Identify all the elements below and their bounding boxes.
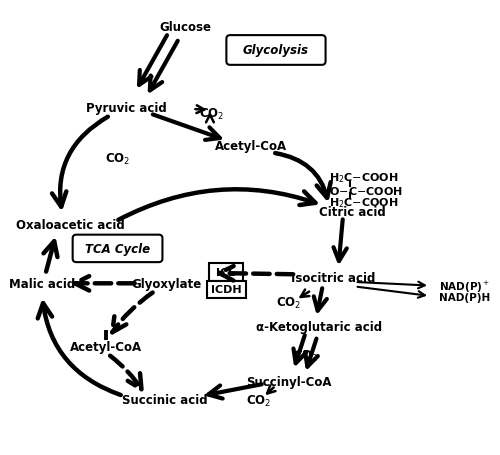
Text: Acetyl-CoA: Acetyl-CoA xyxy=(215,140,288,153)
Text: TCA Cycle: TCA Cycle xyxy=(85,242,150,255)
Text: Glucose: Glucose xyxy=(160,21,212,34)
Text: Oxaloacetic acid: Oxaloacetic acid xyxy=(16,219,124,232)
Text: α-Ketoglutaric acid: α-Ketoglutaric acid xyxy=(256,321,382,334)
Text: NAD(P)H: NAD(P)H xyxy=(440,292,490,302)
Text: Succinic acid: Succinic acid xyxy=(122,393,207,406)
Text: Succinyl-CoA: Succinyl-CoA xyxy=(246,375,332,388)
Text: CO$_2$: CO$_2$ xyxy=(246,393,271,408)
Text: Malic acid: Malic acid xyxy=(9,277,75,290)
Text: Glyoxylate: Glyoxylate xyxy=(132,277,202,290)
Text: H$_2$C$-$COOH: H$_2$C$-$COOH xyxy=(330,171,399,185)
FancyBboxPatch shape xyxy=(206,281,246,298)
Text: Isocitric acid: Isocitric acid xyxy=(292,271,376,284)
FancyBboxPatch shape xyxy=(226,36,326,66)
Text: Citric acid: Citric acid xyxy=(319,205,386,218)
Text: HO$-$C$-$COOH: HO$-$C$-$COOH xyxy=(320,184,403,196)
Text: CO$_2$: CO$_2$ xyxy=(276,295,301,311)
Text: CO$_2$: CO$_2$ xyxy=(199,107,224,122)
Text: Acetyl-CoA: Acetyl-CoA xyxy=(70,340,142,353)
Text: ICDH: ICDH xyxy=(211,284,242,294)
Text: H$_2$C$-$COOH: H$_2$C$-$COOH xyxy=(330,196,399,209)
FancyBboxPatch shape xyxy=(72,235,162,263)
Text: CO$_2$: CO$_2$ xyxy=(104,152,130,167)
Text: CO$_2$: CO$_2$ xyxy=(293,348,318,363)
Text: Glycolysis: Glycolysis xyxy=(242,45,308,57)
Text: NAD(P)$^+$: NAD(P)$^+$ xyxy=(440,279,490,294)
Text: ICL: ICL xyxy=(216,268,236,278)
FancyBboxPatch shape xyxy=(208,264,244,281)
Text: Pyruvic acid: Pyruvic acid xyxy=(86,102,167,115)
